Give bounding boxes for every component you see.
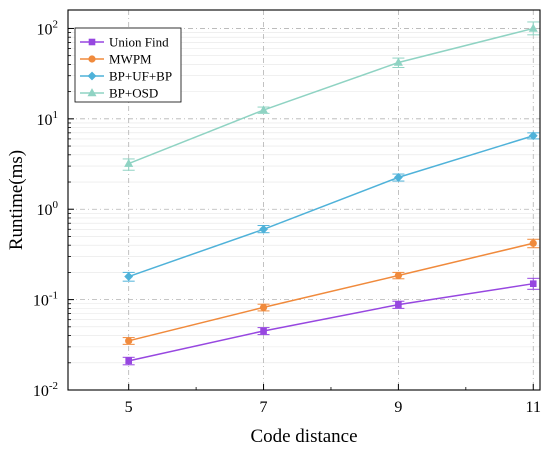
- legend-marker: [87, 88, 97, 97]
- data-point: [528, 23, 538, 32]
- data-point: [394, 271, 403, 280]
- legend-label: BP+UF+BP: [109, 69, 172, 84]
- series-layer: [122, 21, 540, 366]
- x-tick-label: 7: [260, 399, 268, 416]
- data-point: [260, 327, 267, 335]
- x-tick-label: 9: [394, 399, 402, 416]
- data-point: [259, 303, 268, 312]
- x-tick-label: 5: [125, 399, 133, 416]
- legend-label: MWPM: [109, 52, 152, 67]
- legend-entry: Union Find: [80, 35, 169, 50]
- grid-lines: [68, 10, 540, 391]
- tick-labels: 10-2 10-1 100 101 102 5 7 9 11: [33, 18, 541, 416]
- y-tick-label: 100: [37, 199, 59, 219]
- series-line: [128, 27, 534, 165]
- y-axis-label: Runtime(ms): [6, 150, 27, 250]
- y-tick-label: 10-2: [33, 380, 58, 400]
- legend-marker: [87, 71, 97, 81]
- legend-label: Union Find: [109, 35, 169, 50]
- plot-frame: [67, 9, 541, 391]
- data-point: [395, 301, 402, 308]
- data-point: [124, 272, 134, 281]
- legend-label: BP+OSD: [109, 86, 158, 101]
- legend-entry: BP+OSD: [80, 86, 158, 101]
- y-tick-label: 10-1: [33, 290, 58, 310]
- series-1: [122, 238, 540, 345]
- legend-entry: BP+UF+BP: [80, 69, 172, 84]
- series-line: [128, 135, 534, 278]
- legend-marker: [88, 55, 96, 63]
- series-0: [122, 277, 540, 366]
- legend: Union Find MWPM BP+UF+BP BP+OSD: [74, 27, 182, 103]
- x-axis-label: Code distance: [250, 426, 357, 447]
- data-point: [529, 280, 537, 287]
- data-point: [393, 57, 403, 66]
- data-point: [259, 224, 268, 234]
- y-tick-label: 101: [37, 109, 59, 129]
- data-point: [393, 172, 403, 182]
- legend-marker: [88, 38, 96, 46]
- data-point: [528, 131, 538, 141]
- legend-entry: MWPM: [80, 52, 152, 67]
- series-2: [122, 131, 540, 282]
- data-point: [125, 337, 133, 345]
- data-point: [259, 105, 269, 114]
- data-point: [529, 239, 537, 247]
- series-line: [128, 282, 534, 362]
- series-line: [128, 242, 534, 342]
- data-point: [125, 357, 132, 365]
- y-tick-label: 102: [37, 18, 59, 38]
- data-point: [124, 158, 134, 167]
- x-tick-label: 11: [526, 399, 541, 416]
- series-3: [122, 21, 540, 171]
